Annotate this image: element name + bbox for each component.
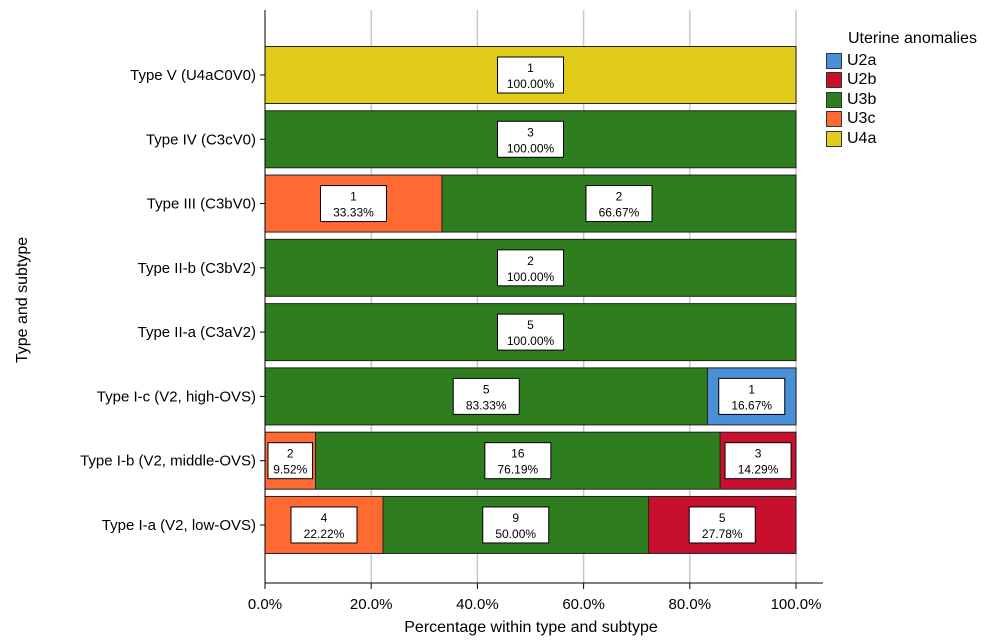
- data-label-count: 4: [321, 511, 328, 525]
- legend-item-u2a: U2a: [826, 51, 977, 71]
- y-category-label: Type I-b (V2, middle-OVS): [80, 453, 256, 470]
- data-label-percent: 33.33%: [333, 206, 374, 220]
- y-category-label: Type III (C3bV0): [147, 196, 256, 213]
- data-label-box: [482, 506, 550, 544]
- legend-label-u2a: U2a: [847, 51, 877, 69]
- data-label-count: 9: [512, 511, 519, 525]
- data-label-count: 2: [616, 190, 623, 204]
- y-category-label: Type II-a (C3aV2): [138, 324, 256, 341]
- legend-swatch-u3c: [826, 111, 842, 128]
- data-label-count: 2: [527, 254, 534, 268]
- y-category-label: Type II-b (C3bV2): [138, 260, 256, 277]
- data-label-percent: 66.67%: [599, 206, 640, 220]
- x-tick-label: 0.0%: [248, 596, 282, 613]
- data-label-percent: 50.00%: [495, 527, 536, 541]
- bar-segment-u3c: [264, 174, 443, 233]
- data-label-percent: 14.29%: [738, 463, 779, 477]
- data-label-percent: 100.00%: [507, 77, 555, 91]
- data-label-count: 5: [719, 511, 726, 525]
- x-tick-label: 100.0%: [771, 596, 822, 613]
- y-category-label: Type IV (C3cV0): [146, 131, 256, 148]
- y-axis-title: Type and subtype: [14, 237, 31, 363]
- data-label-count: 3: [755, 447, 762, 461]
- legend-item-u3b: U3b: [826, 90, 977, 110]
- data-label-percent: 9.52%: [273, 463, 307, 477]
- data-label-box: [267, 442, 314, 480]
- legend-swatch-u4a: [826, 130, 842, 147]
- data-label-percent: 100.00%: [507, 334, 555, 348]
- y-category-label: Type V (U4aC0V0): [130, 67, 256, 84]
- legend-label-u3b: U3b: [847, 90, 877, 108]
- legend-swatch-u2b: [826, 72, 842, 89]
- legend-item-u2b: U2b: [826, 71, 977, 91]
- legend-title: Uterine anomalies: [848, 30, 977, 47]
- data-label-box: [688, 506, 756, 544]
- data-label-box: [452, 377, 520, 415]
- data-label-count: 5: [483, 382, 490, 396]
- x-tick-label: 60.0%: [562, 596, 605, 613]
- legend-item-u3c: U3c: [826, 110, 977, 130]
- data-label-box: [484, 442, 552, 480]
- legend: Uterine anomalies U2a U2b U3b U3c U4a: [826, 30, 977, 149]
- data-label-box: [724, 442, 792, 480]
- data-label-box: [497, 249, 564, 287]
- data-label-box: [497, 120, 564, 158]
- data-label-count: 1: [527, 61, 534, 75]
- data-label-box: [497, 313, 564, 351]
- data-label-count: 1: [748, 382, 755, 396]
- data-label-count: 1: [350, 190, 357, 204]
- y-category-label: Type I-c (V2, high-OVS): [97, 388, 256, 405]
- legend-swatch-u2a: [826, 52, 842, 69]
- data-label-box: [497, 56, 564, 94]
- data-label-percent: 100.00%: [507, 141, 555, 155]
- data-label-percent: 27.78%: [702, 527, 743, 541]
- data-label-percent: 100.00%: [507, 270, 555, 284]
- legend-label-u3c: U3c: [847, 110, 876, 128]
- y-category-label: Type I-a (V2, low-OVS): [102, 517, 256, 534]
- data-label-count: 16: [511, 447, 525, 461]
- data-label-box: [585, 185, 653, 223]
- data-label-box: [319, 185, 387, 223]
- data-label-box: [290, 506, 358, 544]
- x-axis-title: Percentage within type and subtype: [404, 619, 658, 636]
- legend-label-u2b: U2b: [847, 71, 877, 89]
- data-label-count: 3: [527, 125, 534, 139]
- data-label-count: 5: [527, 318, 534, 332]
- x-tick-label: 80.0%: [669, 596, 712, 613]
- legend-label-u4a: U4a: [847, 129, 877, 147]
- legend-swatch-u3b: [826, 91, 842, 108]
- x-tick-label: 20.0%: [350, 596, 393, 613]
- data-label-percent: 22.22%: [304, 527, 345, 541]
- data-label-percent: 83.33%: [466, 398, 507, 412]
- axis-layer: 0.0% 20.0% 40.0% 60.0% 80.0% 100.0% Type V (U4…: [80, 10, 823, 613]
- data-label-box: [718, 377, 786, 415]
- x-tick-label: 40.0%: [456, 596, 499, 613]
- bar-layer: 1 100.00% 3 100.00% 1 33.33% 2 66.67% 2 100.00% 5 1…: [264, 46, 797, 554]
- data-label-count: 2: [287, 447, 294, 461]
- legend-item-u4a: U4a: [826, 129, 977, 149]
- data-label-percent: 16.67%: [731, 398, 772, 412]
- data-label-percent: 76.19%: [497, 463, 538, 477]
